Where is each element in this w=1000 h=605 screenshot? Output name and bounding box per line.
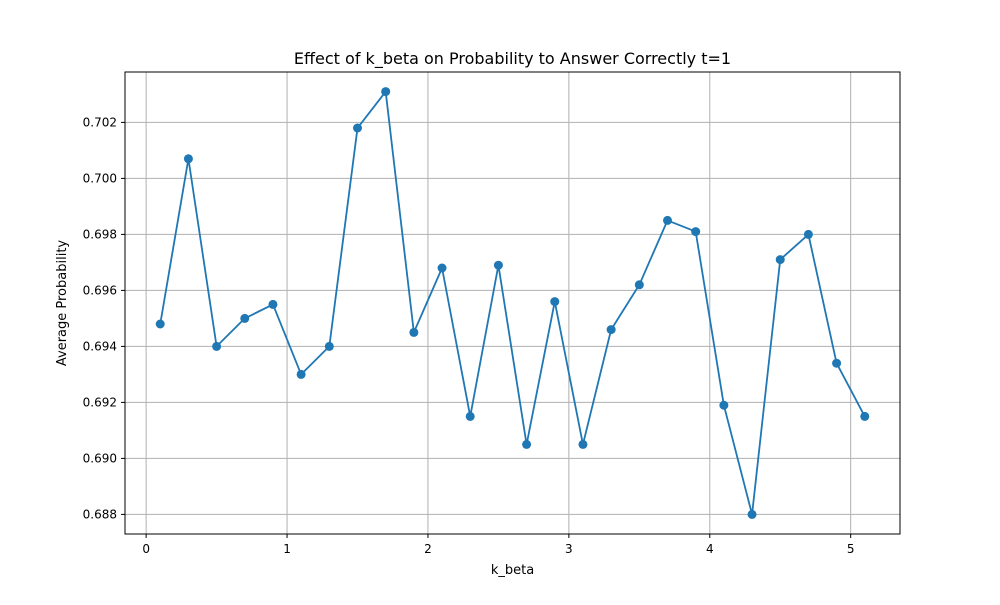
data-point [183,154,193,164]
data-point [324,341,334,351]
data-point [522,439,532,449]
data-point [353,123,362,133]
data-point [860,411,870,421]
y-tick-label: 0.698 [83,227,117,241]
y-tick-label: 0.690 [83,451,117,465]
data-point [691,227,701,237]
data-point [550,297,560,307]
ticks: 0 1 2 3 4 5 0.688 0.690 0.692 0.694 0.696 0.698 0.70… [83,115,855,556]
data-point [381,87,391,97]
x-tick-label: 2 [424,542,432,556]
series-line [159,90,866,516]
y-tick-label: 0.692 [83,395,117,409]
x-tick-label: 5 [847,542,855,556]
data-point [719,400,729,410]
y-tick-label: 0.696 [83,283,117,297]
data-point [634,280,644,290]
x-tick-label: 0 [142,542,150,556]
data-point [155,319,165,329]
y-tick-label: 0.700 [83,171,117,185]
x-axis-label: k_beta [491,563,534,578]
y-tick-label: 0.688 [83,507,117,521]
data-point [268,299,278,309]
data-point [606,325,616,335]
data-point [212,341,222,351]
data-point [465,411,475,421]
y-tick-label: 0.702 [83,115,117,129]
data-point [803,229,813,239]
x-tick-label: 1 [283,542,291,556]
data-point [240,313,250,323]
chart-title: Effect of k_beta on Probability to Answe… [294,49,731,69]
data-point [832,358,842,368]
data-point [409,327,419,337]
data-point [663,215,672,225]
data-point [296,369,306,379]
plot-frame [124,71,901,535]
series-layer [155,87,870,519]
data-point [493,260,503,270]
y-tick-label: 0.694 [83,339,117,353]
data-point [578,439,588,449]
y-axis-label: Average Probability [55,240,70,367]
x-tick-label: 3 [565,542,573,556]
data-point [437,263,447,273]
data-point [775,255,785,265]
data-point [747,509,757,519]
x-tick-label: 4 [706,542,714,556]
